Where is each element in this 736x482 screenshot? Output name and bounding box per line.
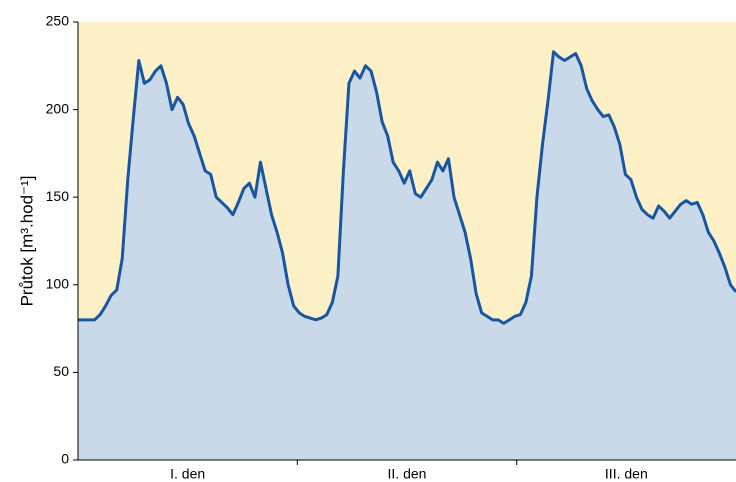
x-tick-label: I. den <box>170 466 205 482</box>
x-tick-label: III. den <box>605 466 648 482</box>
y-tick-label: 250 <box>46 13 70 29</box>
area <box>78 51 736 460</box>
y-tick-label: 100 <box>46 276 70 292</box>
y-tick-label: 50 <box>53 363 69 379</box>
y-axis-label: Průtok [m³.hod⁻¹] <box>17 176 36 307</box>
y-tick-label: 0 <box>61 451 69 467</box>
y-tick-label: 200 <box>46 100 70 116</box>
x-tick-label: II. den <box>388 466 427 482</box>
line <box>78 50 736 325</box>
y-tick-label: 150 <box>46 188 70 204</box>
